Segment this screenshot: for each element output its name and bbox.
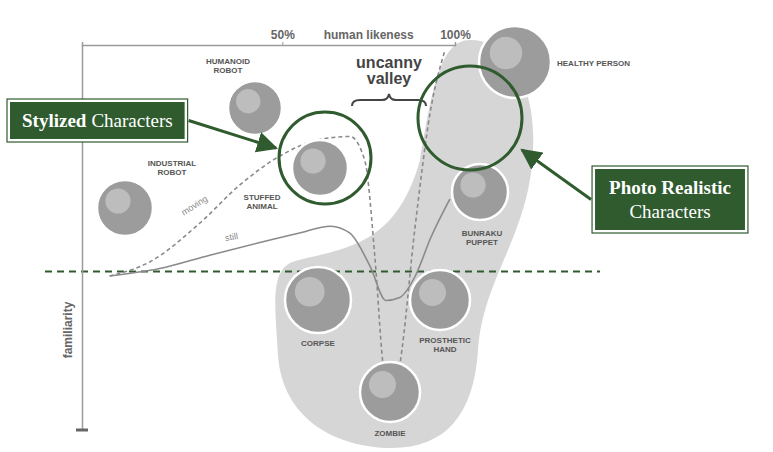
y-axis-title: familiarity [61, 301, 75, 358]
photo-icon-highlight [295, 277, 325, 307]
annotation-label: ZOMBIE [374, 429, 406, 438]
callout-frame [7, 99, 188, 142]
chart-svg: 50% 100% human likeness familiarity still mov… [0, 0, 773, 452]
x-axis-title: human likeness [324, 28, 414, 42]
callout-text: Photo Realistic Characters [609, 177, 731, 222]
photo-icon [452, 164, 508, 220]
annotation-line: HAND [433, 345, 456, 354]
callout-box [595, 169, 745, 230]
x-tick: 50% [271, 28, 295, 45]
tick-mark [455, 42, 456, 45]
annotation-label: PROSTHETICHAND [419, 336, 471, 354]
series-label: still [224, 231, 239, 243]
callout-text: StylizedCharacters [22, 110, 173, 131]
photo-icon-highlight [460, 172, 485, 197]
annotation-line: INDUSTRIAL [148, 159, 197, 168]
annotation-line: STUFFED [244, 193, 281, 202]
callout-rest: Characters [91, 110, 172, 131]
callout-emphasis: Photo Realistic [609, 177, 731, 198]
annotation-label: CORPSE [301, 339, 335, 348]
annotation-label: STUFFEDANIMAL [244, 193, 281, 211]
axis-line [83, 42, 456, 46]
photo-icon [410, 270, 470, 330]
callout-rest: Characters [629, 201, 710, 222]
annotation-label: BUNRAKUPUPPET [462, 229, 503, 247]
callout-box [10, 102, 185, 139]
annotation-line: uncanny [356, 54, 422, 71]
tick-label: 100% [440, 28, 471, 42]
annotation-line: CORPSE [301, 339, 335, 348]
photo-icon [292, 140, 348, 196]
annotation-line: ZOMBIE [374, 429, 406, 438]
photo-icon [360, 362, 420, 422]
tick-label: 50% [271, 28, 295, 42]
callout-emphasis: Stylized [22, 110, 87, 131]
annotation-label: HUMANOIDROBOT [206, 57, 250, 75]
annotation-label: HEALTHY PERSON [557, 59, 630, 68]
annotation-line: ANIMAL [246, 202, 277, 211]
photo-icon-highlight [369, 371, 396, 398]
callout-frame [592, 166, 748, 233]
annotation-line: valley [367, 70, 412, 87]
annotation-label: INDUSTRIALROBOT [148, 159, 197, 177]
annotation-line: ROBOT [214, 66, 243, 75]
annotation-line: PROSTHETIC [419, 336, 471, 345]
annotation-line: HUMANOID [206, 57, 250, 66]
annotation-line: BUNRAKU [462, 229, 503, 238]
photo-icon [97, 180, 153, 236]
annotation-line: HEALTHY PERSON [557, 59, 630, 68]
annotation-line: ROBOT [158, 168, 187, 177]
highlight-ring [279, 112, 371, 204]
annotation-line: PUPPET [466, 238, 498, 247]
photo-icon [479, 26, 551, 98]
valley-region [275, 40, 533, 448]
photo-icon-highlight [300, 148, 325, 173]
photo-icon-highlight [490, 37, 522, 69]
photo-icon-highlight [236, 89, 260, 113]
series-line [110, 199, 450, 300]
series-label: moving [179, 194, 209, 218]
photo-icon-highlight [105, 188, 130, 213]
highlight-ring [418, 66, 522, 170]
callout-arrow [189, 121, 276, 149]
annotation-label: uncannyvalley [356, 54, 422, 87]
x-axis: 50% 100% [83, 28, 472, 46]
x-tick: 100% [440, 28, 471, 45]
callout-arrow [522, 150, 591, 200]
photo-icon-highlight [419, 279, 446, 306]
axis-end-bar [76, 429, 88, 432]
photo-icon [228, 81, 282, 135]
brace [352, 94, 426, 106]
chart-container: 50% 100% human likeness familiarity still mov… [0, 0, 773, 452]
photo-icon [285, 267, 351, 333]
tick-mark [282, 42, 283, 45]
